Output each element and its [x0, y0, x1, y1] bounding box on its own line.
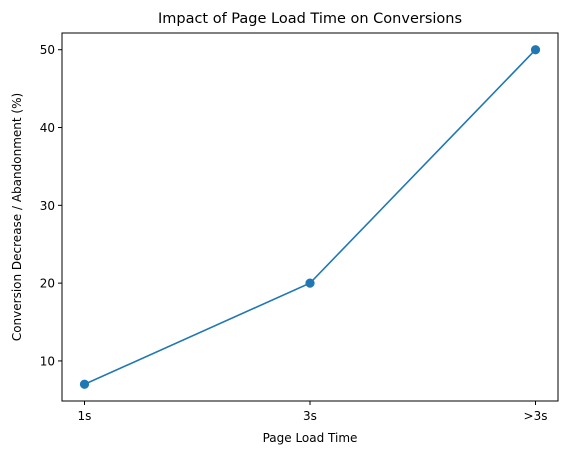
x-tick-label: 1s — [78, 409, 92, 423]
x-axis: 1s 3s >3s — [78, 401, 548, 423]
x-tick-label: 3s — [303, 409, 317, 423]
chart-title: Impact of Page Load Time on Conversions — [158, 11, 462, 27]
data-point — [530, 45, 541, 55]
plot-area: 10 20 30 40 50 1s 3s >3s — [40, 32, 559, 423]
x-axis-label: Page Load Time — [263, 431, 358, 445]
y-axis: 10 20 30 40 50 — [40, 43, 62, 368]
y-tick-label: 30 — [40, 199, 55, 213]
data-point — [79, 379, 90, 389]
plot-frame — [61, 32, 559, 402]
y-axis-label: Conversion Decrease / Abandonment (%) — [10, 93, 24, 341]
x-tick-label: >3s — [524, 409, 548, 423]
y-tick-label: 40 — [40, 121, 55, 135]
y-tick-label: 50 — [40, 43, 55, 57]
y-tick-label: 10 — [40, 354, 55, 368]
y-tick-label: 20 — [40, 277, 55, 291]
series-markers — [79, 45, 541, 389]
series-line — [84, 49, 537, 386]
data-point — [305, 278, 315, 288]
